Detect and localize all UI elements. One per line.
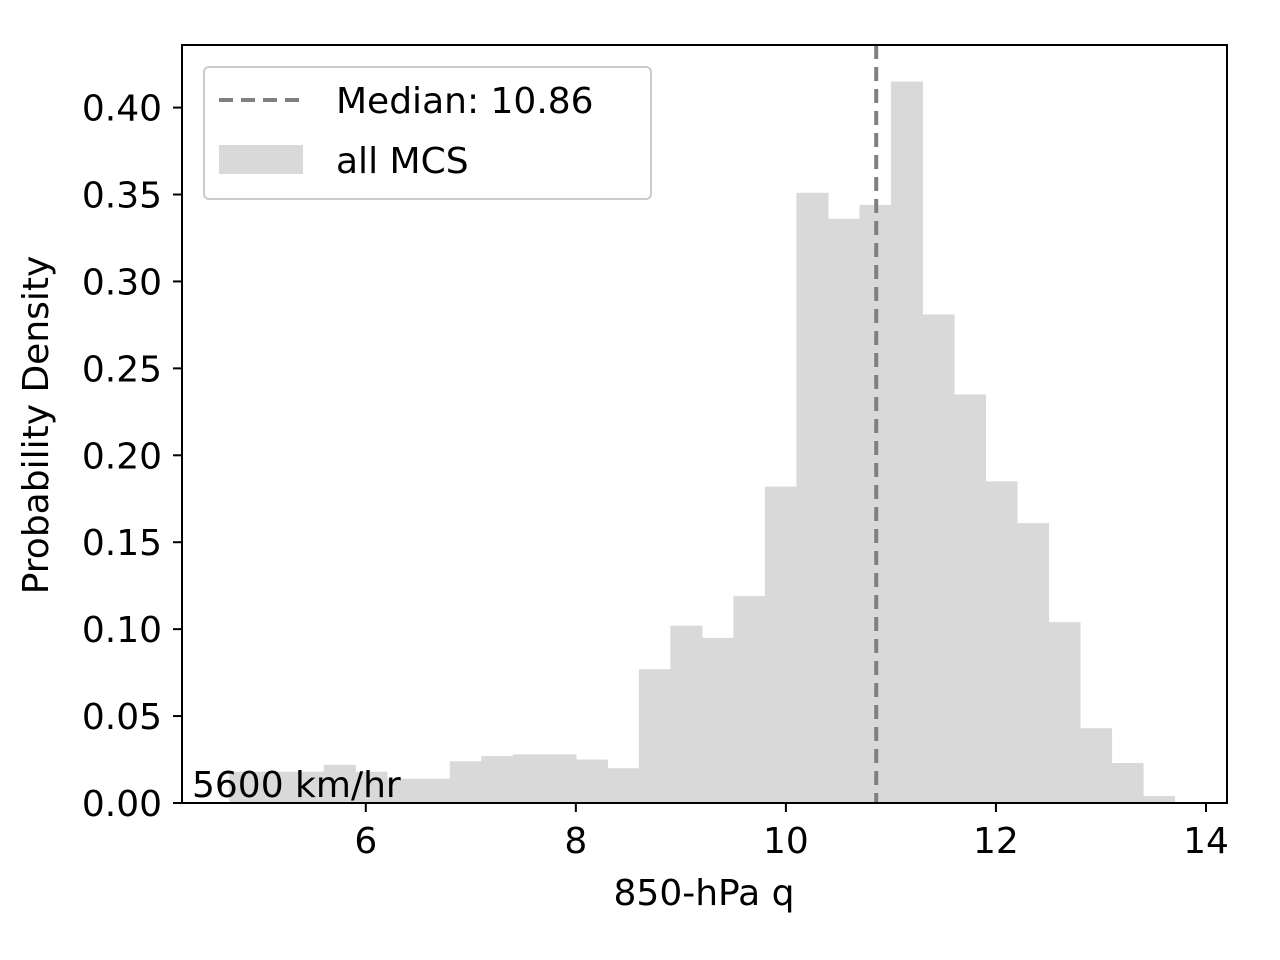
annotation-label: 5600 km/hr bbox=[192, 765, 401, 806]
histogram-bar bbox=[512, 754, 545, 803]
histogram-bar bbox=[1142, 796, 1176, 803]
histogram-bar bbox=[859, 204, 892, 803]
y-axis-ticks: 0.00 0.05 0.10 0.15 0.20 0.25 0.30 0.35 0.40 bbox=[82, 89, 182, 825]
histogram-bar bbox=[355, 771, 388, 803]
y-tick-label: 0.25 bbox=[82, 349, 162, 390]
histogram-bar bbox=[796, 192, 829, 803]
histogram-bar bbox=[701, 637, 734, 803]
legend: Median: 10.86 all MCS bbox=[203, 66, 652, 200]
y-tick-label: 0.40 bbox=[82, 89, 162, 130]
histogram-bar bbox=[1111, 763, 1144, 803]
histogram-bar bbox=[1079, 728, 1113, 803]
y-tick-label: 0.15 bbox=[82, 523, 162, 564]
histogram-bar bbox=[827, 218, 861, 804]
y-tick-label: 0.00 bbox=[82, 784, 162, 825]
histogram-bar bbox=[764, 486, 797, 803]
histogram-bars bbox=[229, 81, 1176, 804]
legend-box bbox=[203, 66, 652, 200]
histogram-bar bbox=[418, 778, 451, 803]
x-tick-label: 8 bbox=[564, 821, 587, 862]
histogram-bar bbox=[449, 761, 482, 803]
histogram-bar bbox=[260, 771, 293, 803]
histogram-bar bbox=[890, 81, 924, 803]
x-tick-label: 14 bbox=[1183, 821, 1229, 862]
histogram-bar bbox=[733, 596, 766, 803]
legend-median-label: Median: 10.86 bbox=[336, 81, 594, 122]
histogram-bar bbox=[386, 778, 419, 803]
y-tick-label: 0.35 bbox=[82, 176, 162, 217]
histogram-bar bbox=[607, 768, 640, 803]
histogram-bar bbox=[481, 756, 514, 803]
y-tick-label: 0.10 bbox=[82, 610, 162, 651]
x-tick-label: 10 bbox=[763, 821, 809, 862]
plot-frame bbox=[181, 44, 1228, 804]
histogram-bar bbox=[292, 771, 325, 803]
histogram-bar bbox=[323, 764, 356, 803]
histogram-bar bbox=[670, 625, 703, 803]
histogram-bar bbox=[575, 759, 608, 803]
x-axis-label: 850-hPa q bbox=[614, 873, 795, 914]
y-tick-label: 0.30 bbox=[82, 262, 162, 303]
y-axis-label: Probability Density bbox=[16, 256, 57, 595]
legend-histogram-swatch bbox=[219, 145, 303, 174]
histogram-bar bbox=[229, 771, 262, 803]
legend-histogram-label: all MCS bbox=[336, 141, 469, 182]
y-tick-label: 0.20 bbox=[82, 436, 162, 477]
x-tick-label: 6 bbox=[354, 821, 377, 862]
x-tick-label: 12 bbox=[973, 821, 1019, 862]
histogram-bar bbox=[1016, 523, 1050, 803]
y-tick-label: 0.05 bbox=[82, 697, 162, 738]
histogram-bar bbox=[985, 481, 1018, 803]
x-axis-ticks: 6 8 10 12 14 bbox=[354, 803, 1229, 862]
histogram-bar bbox=[922, 314, 955, 803]
histogram-bar bbox=[544, 754, 577, 803]
histogram-bar bbox=[953, 394, 987, 803]
histogram-bar bbox=[638, 669, 671, 803]
histogram-bar bbox=[1048, 622, 1081, 803]
